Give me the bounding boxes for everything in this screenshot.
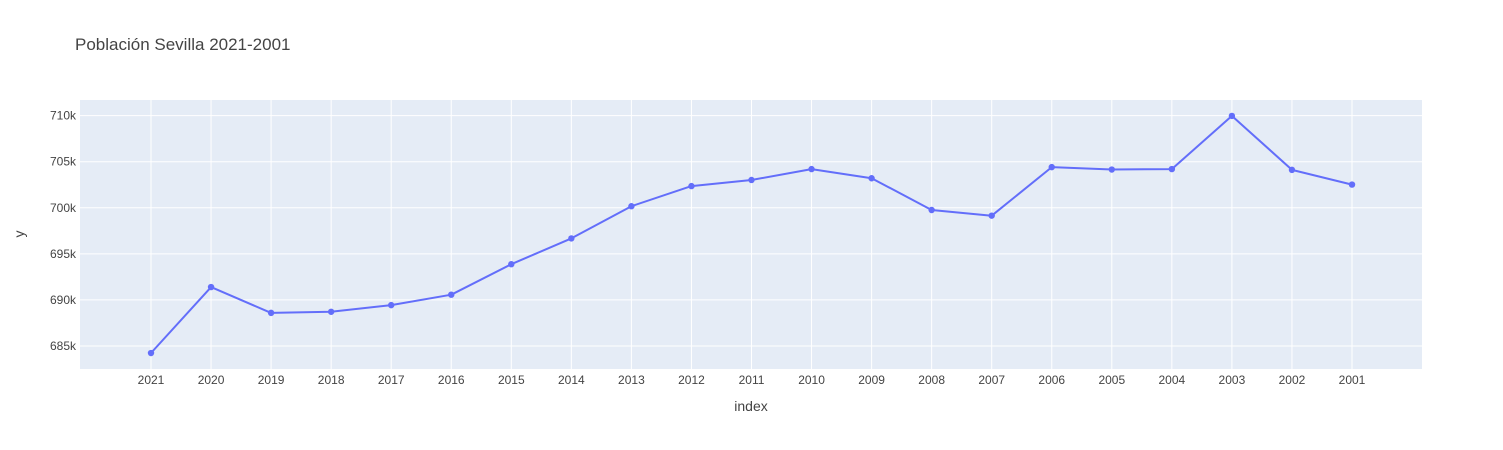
x-axis-title: index <box>734 398 767 414</box>
x-tick-label: 2003 <box>1219 373 1246 387</box>
data-point[interactable] <box>1168 165 1176 173</box>
data-point[interactable] <box>928 206 935 214</box>
x-tick-label: 2007 <box>978 373 1005 387</box>
x-tick-label: 2021 <box>138 373 165 387</box>
x-tick-label: 2002 <box>1279 373 1306 387</box>
data-point[interactable] <box>748 176 755 184</box>
x-tick-label: 2005 <box>1098 373 1125 387</box>
data-point[interactable] <box>808 165 815 173</box>
x-axis-ticks: 2021 2020 2019 2018 2017 2016 2015 2014 2013 2012… <box>138 373 1366 387</box>
data-point[interactable] <box>1228 112 1236 120</box>
y-axis-title: y <box>11 231 27 238</box>
grid-lines <box>80 100 1422 369</box>
x-tick-label: 2011 <box>739 373 765 387</box>
x-tick-label: 2018 <box>318 373 345 387</box>
y-tick-label: 710k <box>50 109 77 123</box>
data-point[interactable] <box>568 235 575 242</box>
y-tick-label: 695k <box>50 247 77 261</box>
data-point[interactable] <box>1108 166 1116 173</box>
data-point[interactable] <box>1288 166 1296 174</box>
data-point[interactable] <box>868 175 875 182</box>
data-point[interactable] <box>448 291 455 298</box>
x-tick-label: 2001 <box>1339 373 1366 387</box>
y-tick-label: 700k <box>50 201 77 215</box>
data-point[interactable] <box>388 301 395 309</box>
data-point[interactable] <box>988 212 995 219</box>
x-tick-label: 2010 <box>798 373 825 387</box>
data-point[interactable] <box>688 182 695 190</box>
data-point[interactable] <box>1348 181 1356 188</box>
y-axis-ticks: 685k 690k 695k 700k 705k 710k <box>50 109 77 353</box>
x-tick-label: 2009 <box>858 373 885 387</box>
y-tick-label: 685k <box>50 339 77 353</box>
x-tick-label: 2012 <box>678 373 705 387</box>
data-point[interactable] <box>207 283 215 291</box>
x-tick-label: 2004 <box>1158 373 1185 387</box>
data-points <box>147 112 1356 357</box>
x-tick-label: 2015 <box>498 373 525 387</box>
data-point[interactable] <box>267 309 275 317</box>
y-tick-label: 690k <box>50 293 77 307</box>
x-tick-label: 2019 <box>258 373 285 387</box>
y-tick-label: 705k <box>50 155 77 169</box>
x-tick-label: 2006 <box>1038 373 1065 387</box>
data-point[interactable] <box>628 203 635 210</box>
data-point[interactable] <box>327 308 335 315</box>
data-point[interactable] <box>147 349 155 357</box>
data-point[interactable] <box>1048 163 1055 171</box>
x-tick-label: 2013 <box>618 373 645 387</box>
x-tick-label: 2017 <box>378 373 405 387</box>
chart-title: Población Sevilla 2021-2001 <box>75 35 291 54</box>
data-point[interactable] <box>508 260 515 268</box>
x-tick-label: 2008 <box>918 373 945 387</box>
x-tick-label: 2014 <box>558 373 585 387</box>
x-tick-label: 2016 <box>438 373 465 387</box>
x-tick-label: 2020 <box>198 373 225 387</box>
